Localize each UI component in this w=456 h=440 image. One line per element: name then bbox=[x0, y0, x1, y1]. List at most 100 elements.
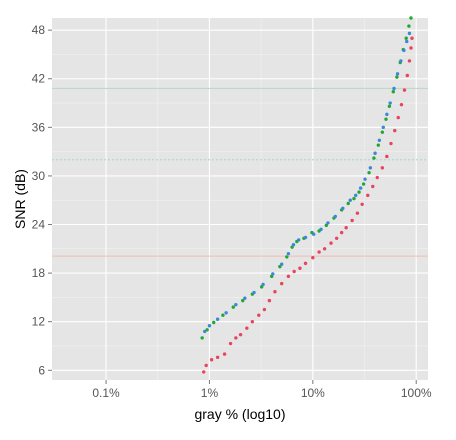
data-point bbox=[319, 227, 323, 232]
data-point bbox=[391, 89, 395, 94]
data-point bbox=[384, 117, 388, 121]
data-point bbox=[271, 272, 275, 276]
data-point bbox=[380, 166, 385, 170]
x-axis-title: gray % (log10) bbox=[194, 406, 285, 422]
data-point bbox=[257, 313, 261, 317]
data-point bbox=[407, 24, 411, 28]
data-point bbox=[402, 88, 407, 92]
data-point bbox=[354, 193, 358, 198]
data-point bbox=[395, 75, 399, 79]
data-point bbox=[329, 241, 333, 245]
y-tick-label: 24 bbox=[32, 218, 46, 232]
data-point bbox=[407, 31, 412, 36]
x-tick-label: 1% bbox=[201, 386, 219, 400]
data-point bbox=[261, 282, 265, 287]
data-point bbox=[228, 341, 233, 346]
y-tick-label: 12 bbox=[32, 315, 46, 329]
data-point bbox=[205, 328, 209, 332]
data-point bbox=[339, 230, 344, 235]
data-point bbox=[371, 184, 375, 189]
data-point bbox=[207, 324, 212, 328]
y-tick-label: 30 bbox=[32, 169, 46, 183]
data-point bbox=[392, 86, 396, 91]
data-point bbox=[241, 298, 245, 303]
data-point bbox=[380, 130, 385, 134]
data-point bbox=[405, 73, 410, 78]
data-points bbox=[200, 16, 414, 374]
data-point bbox=[303, 261, 308, 266]
data-point bbox=[286, 274, 291, 279]
data-point bbox=[399, 59, 403, 63]
data-point bbox=[368, 166, 373, 170]
data-point bbox=[200, 336, 204, 340]
data-point bbox=[348, 198, 352, 202]
data-point bbox=[224, 311, 228, 315]
data-point bbox=[278, 264, 282, 269]
data-point bbox=[286, 251, 291, 256]
data-point bbox=[367, 170, 371, 175]
x-tick-label: 100% bbox=[401, 386, 432, 400]
data-point bbox=[357, 190, 361, 194]
data-point bbox=[311, 256, 315, 260]
y-tick-label: 6 bbox=[38, 363, 45, 377]
data-point bbox=[250, 319, 255, 324]
data-point bbox=[373, 151, 377, 155]
data-point bbox=[393, 128, 397, 133]
x-tick-label: 0.1% bbox=[92, 386, 120, 400]
data-point bbox=[389, 141, 393, 146]
data-point bbox=[363, 177, 367, 181]
data-point bbox=[409, 16, 413, 20]
data-point bbox=[350, 218, 354, 223]
data-point bbox=[388, 101, 392, 105]
data-point bbox=[396, 115, 400, 120]
data-point bbox=[333, 214, 338, 219]
y-tick-label: 48 bbox=[32, 23, 46, 37]
data-point bbox=[361, 182, 366, 186]
data-point bbox=[366, 193, 370, 198]
data-point bbox=[355, 211, 360, 215]
data-point bbox=[312, 232, 316, 236]
data-point bbox=[243, 296, 247, 300]
data-point bbox=[360, 202, 364, 206]
data-point bbox=[231, 305, 235, 309]
x-axis-ticks: 0.1% 1% 10% 100% bbox=[92, 380, 432, 400]
data-point bbox=[326, 221, 330, 225]
data-point bbox=[402, 48, 406, 53]
data-point bbox=[262, 307, 267, 312]
data-point bbox=[204, 363, 208, 368]
data-point bbox=[344, 226, 348, 230]
data-point bbox=[215, 317, 220, 321]
data-point bbox=[317, 250, 321, 254]
data-point bbox=[280, 262, 284, 266]
data-point bbox=[324, 223, 329, 228]
data-point bbox=[410, 36, 414, 40]
data-point bbox=[245, 326, 249, 330]
data-point bbox=[409, 46, 413, 50]
data-point bbox=[252, 290, 256, 295]
data-point bbox=[322, 247, 327, 251]
data-point bbox=[399, 102, 404, 107]
data-point bbox=[405, 39, 409, 44]
data-point bbox=[292, 269, 296, 274]
data-point bbox=[234, 336, 238, 340]
data-point bbox=[375, 175, 379, 180]
panel-background bbox=[52, 18, 428, 380]
data-point bbox=[298, 266, 302, 270]
data-point bbox=[280, 281, 284, 286]
data-point bbox=[385, 112, 389, 117]
y-axis-ticks: 6 12 18 24 30 36 42 48 bbox=[32, 23, 52, 377]
data-point bbox=[387, 104, 392, 108]
reference-lines bbox=[52, 87, 428, 257]
data-point bbox=[334, 236, 339, 240]
data-point bbox=[303, 235, 308, 240]
data-point bbox=[395, 72, 400, 76]
y-tick-label: 36 bbox=[32, 120, 46, 134]
major-gridlines bbox=[52, 18, 428, 380]
data-point bbox=[222, 352, 227, 356]
data-point bbox=[377, 138, 382, 142]
data-point bbox=[267, 298, 272, 303]
data-point bbox=[297, 238, 301, 242]
data-point bbox=[273, 290, 277, 294]
